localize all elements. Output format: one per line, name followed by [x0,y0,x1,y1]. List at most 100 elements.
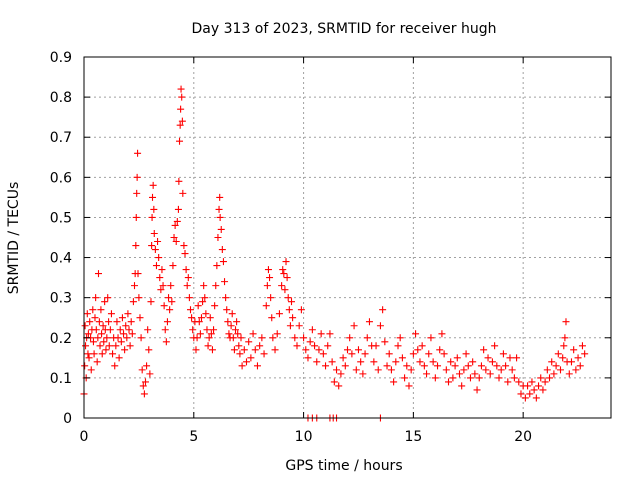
data-point [161,326,169,334]
data-point [570,346,578,354]
data-point [394,342,402,350]
data-point [350,322,358,330]
data-point [224,318,232,326]
data-point [211,302,219,310]
data-point [376,322,384,330]
data-point [286,322,294,330]
data-point [279,266,287,274]
data-point [222,294,230,302]
data-point [535,382,543,390]
data-point [499,350,507,358]
data-point [151,246,159,254]
data-point [122,322,130,330]
data-point [341,362,349,370]
data-point [249,330,257,338]
data-point [186,306,194,314]
data-point [147,298,155,306]
data-point [359,370,367,378]
data-point [315,346,323,354]
data-point [132,213,140,221]
data-point [234,330,242,338]
data-point [396,334,404,342]
axis-ticks [83,56,611,419]
data-point [313,358,321,366]
data-point [532,394,540,402]
data-point [409,350,417,358]
data-point [138,366,146,374]
data-point [233,318,241,326]
data-point [385,350,393,358]
data-point [293,342,301,350]
data-point [562,318,570,326]
data-point [96,342,104,350]
data-point [471,370,479,378]
data-point [205,334,213,342]
data-point [163,318,171,326]
data-point [300,334,308,342]
data-point [560,342,568,350]
plot-frame [83,56,612,419]
data-point [146,370,154,378]
data-point [120,330,128,338]
data-point [87,366,95,374]
data-point [387,366,395,374]
data-point [125,326,133,334]
y-axis-title: SRMTID / TECUs [6,182,22,295]
data-point [83,310,91,318]
data-point [148,213,156,221]
data-point [232,326,240,334]
data-point [381,338,389,346]
data-point [218,246,226,254]
data-point [285,306,293,314]
data-point [260,350,268,358]
data-point [177,85,185,93]
data-point [182,266,190,274]
data-point [177,105,185,113]
data-point [578,342,586,350]
data-point [324,342,332,350]
data-point [100,338,108,346]
data-point [508,366,516,374]
data-point [107,310,115,318]
data-point [398,354,406,362]
data-point [455,370,463,378]
data-point [482,366,490,374]
data-point [157,286,165,294]
data-point [97,306,105,314]
data-point [171,221,179,229]
data-point [526,390,534,398]
data-point [202,310,210,318]
data-point [137,334,145,342]
data-point [543,366,551,374]
grid-lines [84,57,611,418]
data-point [383,362,391,370]
data-point [149,193,157,201]
data-point [423,370,431,378]
data-point [92,326,100,334]
data-point [144,326,152,334]
data-point [201,294,209,302]
data-point [567,358,575,366]
data-point [445,378,453,386]
x-tick-label: 10 [295,429,313,445]
data-point [114,334,122,342]
data-point [131,282,139,290]
data-point [104,294,112,302]
data-point [504,378,512,386]
data-point [106,326,114,334]
data-point [317,330,325,338]
x-tick-labels: 0 5 10 15 20 [80,429,533,445]
data-point [354,346,362,354]
data-point [480,346,488,354]
data-point [453,354,461,362]
data-point [225,330,233,338]
data-point [223,306,231,314]
data-point [521,394,529,402]
data-point [374,366,382,374]
data-point [267,294,275,302]
data-point [515,378,523,386]
data-point [344,346,351,354]
data-point [176,137,184,145]
data-point [168,298,176,306]
data-point [425,350,433,358]
